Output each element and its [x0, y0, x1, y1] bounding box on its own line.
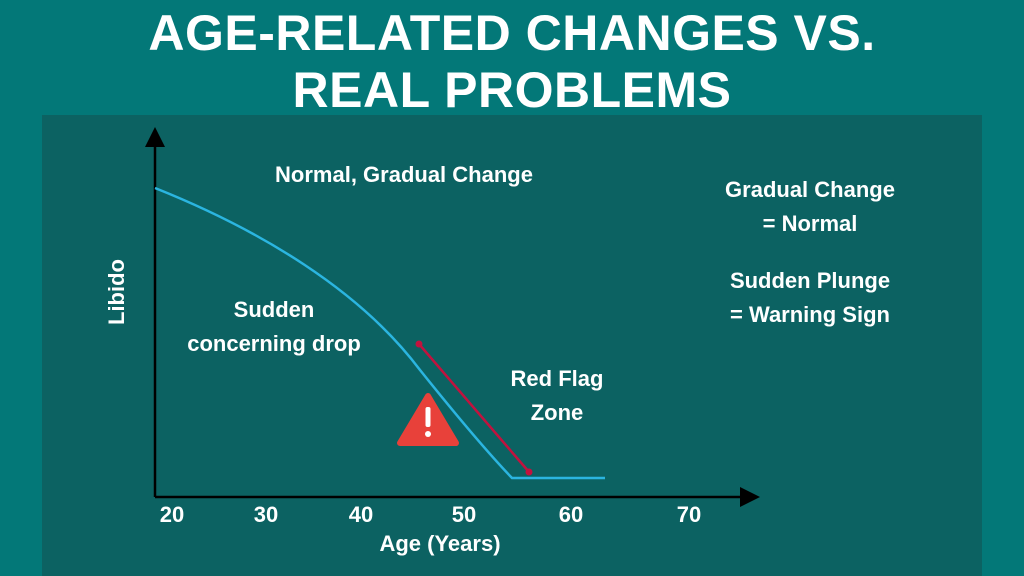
- x-tick-label: 70: [676, 502, 702, 527]
- annotation: Zone: [530, 400, 584, 425]
- key-text: Gradual Change: [725, 177, 895, 202]
- x-tick-label: 20: [159, 502, 185, 527]
- arrow-end: [415, 340, 423, 348]
- annotation: Red Flag: [510, 366, 604, 391]
- annotation: concerning drop: [187, 331, 361, 356]
- x-tick-label: 30: [253, 502, 279, 527]
- red-flag-arrow: [418, 343, 530, 473]
- arrow-end: [525, 468, 533, 476]
- y-axis-label: Libido: [104, 259, 129, 325]
- annotation: Sudden: [233, 297, 315, 322]
- x-axis-label: Age (Years): [379, 531, 501, 556]
- x-tick-label: 50: [451, 502, 477, 527]
- annotation: Normal, Gradual Change: [275, 162, 533, 187]
- chart-panel: [42, 115, 982, 576]
- title-line: REAL PROBLEMS: [292, 62, 732, 118]
- title-line: AGE-RELATED CHANGES VS.: [148, 5, 876, 61]
- key-text: Sudden Plunge: [729, 268, 891, 293]
- key-text: = Warning Sign: [730, 302, 890, 327]
- warning-icon: [397, 393, 459, 446]
- x-tick-label: 40: [348, 502, 374, 527]
- key-text: = Normal: [762, 211, 858, 236]
- libido-curve: [154, 186, 605, 480]
- x-tick-label: 60: [558, 502, 584, 527]
